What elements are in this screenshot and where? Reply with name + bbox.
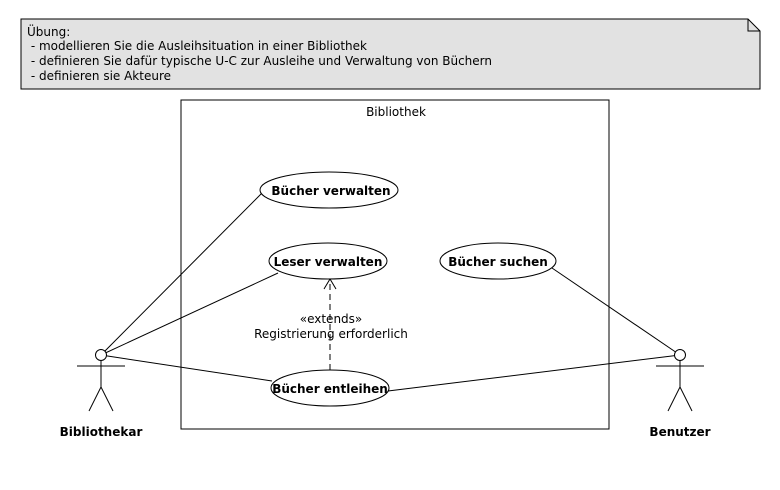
- actor-label-bibliothekar: Bibliothekar: [60, 425, 143, 439]
- use-case-leser-verwalten[interactable]: Leser verwalten: [268, 242, 388, 280]
- actor-head: [95, 349, 107, 361]
- system-title: Bibliothek: [366, 105, 426, 119]
- actor-bibliothekar[interactable]: [77, 349, 125, 412]
- association-line: [387, 354, 681, 392]
- note-box: [20, 18, 761, 90]
- actor-head: [674, 349, 686, 361]
- actor-leg: [679, 386, 693, 412]
- use-case-ellipse[interactable]: [259, 171, 399, 209]
- associations: [100, 192, 681, 392]
- use-case-label: Bücher verwalten: [271, 184, 390, 198]
- actor-leg: [100, 386, 114, 412]
- system-boundary: Bibliothek: [180, 99, 610, 430]
- note: Übung: - modellieren Sie die Ausleihsitu…: [20, 18, 761, 90]
- extends-dependency: «extends» Registrierung erforderlich: [254, 278, 408, 370]
- use-case-ellipse[interactable]: [268, 242, 388, 280]
- actor-leg: [88, 386, 102, 412]
- use-case-label: Bücher entleihen: [272, 382, 388, 396]
- use-case-ellipse[interactable]: [270, 369, 390, 407]
- note-line: - modellieren Sie die Ausleihsituation i…: [27, 39, 367, 53]
- note-line: Übung:: [27, 23, 70, 39]
- note-line: - definieren sie Akteure: [27, 69, 171, 83]
- actor-benutzer[interactable]: [656, 349, 704, 412]
- note-line: - definieren Sie dafür typische U-C zur …: [27, 54, 492, 68]
- actor-leg: [667, 386, 681, 412]
- use-case-buecher-suchen[interactable]: Bücher suchen: [439, 242, 557, 280]
- use-case-buecher-verwalten[interactable]: Bücher verwalten: [259, 171, 399, 209]
- association-line: [100, 354, 273, 382]
- extends-condition: Registrierung erforderlich: [254, 327, 408, 341]
- association-line: [100, 192, 263, 356]
- use-case-label: Bücher suchen: [448, 255, 548, 269]
- actor-label-benutzer: Benutzer: [649, 425, 710, 439]
- association-line: [551, 267, 681, 356]
- use-case-label: Leser verwalten: [274, 255, 383, 269]
- use-case-buecher-entleihen[interactable]: Bücher entleihen: [270, 369, 390, 407]
- association-line: [100, 272, 279, 356]
- extends-stereotype: «extends»: [300, 312, 363, 326]
- system-boundary-box: [180, 99, 610, 430]
- use-case-ellipse[interactable]: [439, 242, 557, 280]
- note-fold: [747, 19, 760, 32]
